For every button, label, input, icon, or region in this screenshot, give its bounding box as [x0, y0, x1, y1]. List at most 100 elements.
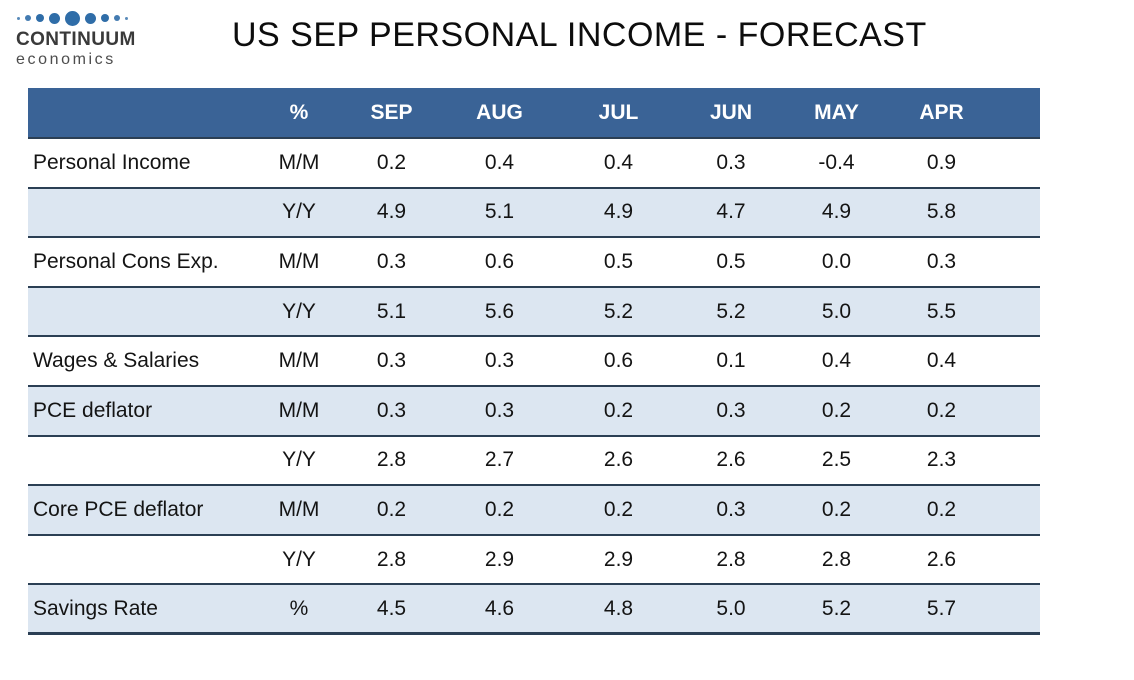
- cell-value: 4.9: [559, 187, 678, 239]
- cell-value: 0.2: [343, 138, 440, 189]
- logo-dots-icon: [17, 10, 146, 26]
- row-label: Core PCE deflator: [28, 485, 255, 536]
- logo-dot-icon: [17, 16, 20, 20]
- logo-dot-icon: [49, 12, 60, 24]
- cell-value: 2.3: [889, 435, 1040, 487]
- cell-value: 5.8: [889, 187, 1040, 239]
- column-header-indicator: [28, 88, 255, 139]
- row-measure: Y/Y: [255, 187, 343, 239]
- row-label: Wages & Salaries: [28, 336, 255, 387]
- table-row-personal-cons-exp-mm: Personal Cons Exp. M/M 0.3 0.6 0.5 0.5 0…: [28, 237, 1040, 288]
- column-header-may: MAY: [784, 88, 889, 139]
- cell-value: 5.1: [440, 187, 559, 239]
- page-title: US SEP PERSONAL INCOME - FORECAST: [232, 16, 927, 54]
- cell-value: 0.2: [784, 385, 889, 437]
- cell-value: 2.6: [678, 435, 784, 487]
- table-row-core-pce-deflator-yy: Y/Y 2.8 2.9 2.9 2.8 2.8 2.6: [28, 534, 1040, 586]
- cell-value: 4.5: [343, 584, 440, 636]
- cell-value: 2.9: [440, 534, 559, 586]
- row-measure: M/M: [255, 485, 343, 536]
- table-row-personal-cons-exp-yy: Y/Y 5.1 5.6 5.2 5.2 5.0 5.5: [28, 286, 1040, 338]
- logo-dot-icon: [36, 14, 44, 22]
- cell-value: 2.8: [343, 534, 440, 586]
- logo-text-secondary: economics: [16, 50, 116, 68]
- table-row-personal-income-mm: Personal Income M/M 0.2 0.4 0.4 0.3 -0.4…: [28, 138, 1040, 189]
- cell-value: 0.4: [889, 336, 1040, 387]
- cell-value: 0.3: [889, 237, 1040, 288]
- cell-value: 5.6: [440, 286, 559, 338]
- logo-dot-icon: [85, 12, 96, 24]
- cell-value: 4.6: [440, 584, 559, 636]
- cell-value: 5.2: [678, 286, 784, 338]
- cell-value: 0.3: [440, 336, 559, 387]
- cell-value: 2.7: [440, 435, 559, 487]
- row-measure: M/M: [255, 385, 343, 437]
- row-label: Personal Income: [28, 138, 255, 189]
- row-measure: %: [255, 584, 343, 636]
- cell-value: 5.1: [343, 286, 440, 338]
- cell-value: 0.1: [678, 336, 784, 387]
- row-label: Personal Cons Exp.: [28, 237, 255, 288]
- cell-value: 5.0: [784, 286, 889, 338]
- cell-value: 2.8: [343, 435, 440, 487]
- table-row-savings-rate: Savings Rate % 4.5 4.6 4.8 5.0 5.2 5.7: [28, 584, 1040, 636]
- table-header-row: % SEP AUG JUL JUN MAY APR: [28, 88, 1040, 139]
- column-header-apr: APR: [889, 88, 1040, 139]
- cell-value: 0.3: [343, 385, 440, 437]
- cell-value: 5.7: [889, 584, 1040, 636]
- logo-dot-icon: [65, 10, 80, 26]
- cell-value: 0.5: [559, 237, 678, 288]
- cell-value: 4.8: [559, 584, 678, 636]
- cell-value: 0.6: [440, 237, 559, 288]
- forecast-table: % SEP AUG JUL JUN MAY APR Personal Incom…: [28, 88, 1040, 636]
- cell-value: 0.2: [889, 385, 1040, 437]
- logo-text-primary: CONTINUUM: [16, 29, 136, 50]
- table-row-personal-income-yy: Y/Y 4.9 5.1 4.9 4.7 4.9 5.8: [28, 187, 1040, 239]
- cell-value: 5.0: [678, 584, 784, 636]
- cell-value: 0.2: [343, 485, 440, 536]
- table-row-pce-deflator-mm: PCE deflator M/M 0.3 0.3 0.2 0.3 0.2 0.2: [28, 385, 1040, 437]
- logo-dot-icon: [114, 15, 120, 21]
- cell-value: 0.3: [678, 485, 784, 536]
- cell-value: 0.3: [440, 385, 559, 437]
- cell-value: 0.3: [678, 385, 784, 437]
- row-label: [28, 534, 255, 586]
- row-label: Savings Rate: [28, 584, 255, 636]
- table-row-wages-salaries-mm: Wages & Salaries M/M 0.3 0.3 0.6 0.1 0.4…: [28, 336, 1040, 387]
- cell-value: 0.3: [678, 138, 784, 189]
- cell-value: 5.5: [889, 286, 1040, 338]
- cell-value: 2.6: [889, 534, 1040, 586]
- table-row-pce-deflator-yy: Y/Y 2.8 2.7 2.6 2.6 2.5 2.3: [28, 435, 1040, 487]
- row-measure: Y/Y: [255, 534, 343, 586]
- cell-value: 0.2: [440, 485, 559, 536]
- row-label: [28, 435, 255, 487]
- row-measure: M/M: [255, 138, 343, 189]
- row-label: [28, 286, 255, 338]
- cell-value: -0.4: [784, 138, 889, 189]
- row-measure: Y/Y: [255, 286, 343, 338]
- cell-value: 2.6: [559, 435, 678, 487]
- cell-value: 0.5: [678, 237, 784, 288]
- column-header-sep: SEP: [343, 88, 440, 139]
- cell-value: 4.7: [678, 187, 784, 239]
- column-header-aug: AUG: [440, 88, 559, 139]
- cell-value: 4.9: [343, 187, 440, 239]
- cell-value: 0.2: [559, 385, 678, 437]
- table-row-core-pce-deflator-mm: Core PCE deflator M/M 0.2 0.2 0.2 0.3 0.…: [28, 485, 1040, 536]
- cell-value: 0.0: [784, 237, 889, 288]
- cell-value: 0.3: [343, 237, 440, 288]
- cell-value: 0.6: [559, 336, 678, 387]
- column-header-jun: JUN: [678, 88, 784, 139]
- cell-value: 0.2: [559, 485, 678, 536]
- continuum-logo: CONTINUUM economics: [16, 10, 146, 69]
- cell-value: 2.8: [678, 534, 784, 586]
- cell-value: 2.5: [784, 435, 889, 487]
- column-header-unit: %: [255, 88, 343, 139]
- cell-value: 4.9: [784, 187, 889, 239]
- cell-value: 0.4: [559, 138, 678, 189]
- cell-value: 0.4: [784, 336, 889, 387]
- row-measure: Y/Y: [255, 435, 343, 487]
- cell-value: 5.2: [784, 584, 889, 636]
- column-header-jul: JUL: [559, 88, 678, 139]
- row-label: [28, 187, 255, 239]
